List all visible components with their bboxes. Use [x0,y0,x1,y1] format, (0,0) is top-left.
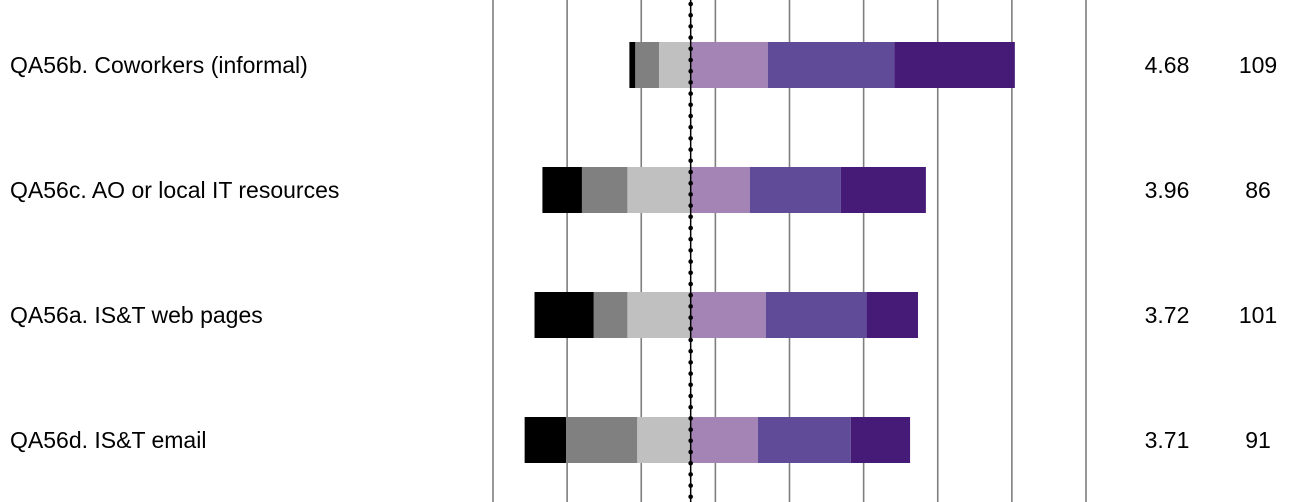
bar-segment [765,292,867,338]
zero-line-dot [688,68,693,74]
zero-line-dot [688,158,693,164]
zero-line-dot [688,483,693,488]
bars [524,42,1015,463]
bar-segment [627,167,691,213]
labels: QA56b. Coworkers (informal) 4.68 109 QA56c.… [10,52,1277,453]
bar-segment [690,292,766,338]
zero-line-dot [688,113,693,119]
mean-value: 3.72 [1145,302,1190,328]
zero-line-dot [688,292,693,298]
category-label: QA56b. Coworkers (informal) [10,52,308,78]
category-label: QA56c. AO or local IT resources [10,177,339,203]
zero-line-dot [688,147,693,152]
zero-line-dot [688,427,693,432]
zero-line-dot [688,494,693,500]
bar-segment [767,42,895,88]
zero-line-dot [688,449,693,455]
zero-line-dot [688,270,693,276]
zero-line-dot [688,1,693,7]
zero-line-dot [688,393,693,399]
bar-segment [690,417,758,463]
category-label: QA56a. IS&T web pages [10,302,263,328]
zero-line-dot [688,259,693,264]
zero-line-dot [688,24,693,29]
zero-line-dot [688,136,693,141]
bar-segment [635,42,660,88]
zero-line-dot [688,438,693,444]
zero-line-dot [688,214,693,220]
bar-segment [581,167,628,213]
zero-line-dot [688,102,693,108]
response-count: 86 [1245,177,1271,203]
zero-line-dot [688,281,693,287]
zero-line-dot [688,360,693,365]
zero-line-dot [688,404,693,410]
bar-segment [757,417,851,463]
zero-line-dot [688,326,693,332]
bar-segment [749,167,841,213]
bar-segment [690,167,750,213]
bar-segment [850,417,911,463]
mean-value: 3.71 [1145,427,1190,453]
zero-line-dot [688,124,693,130]
category-label: QA56d. IS&T email [10,427,206,453]
bar-segment [534,292,594,338]
bar-segment [627,292,691,338]
bar-segment [542,167,582,213]
bar-segment [637,417,691,463]
bar-segment [690,42,768,88]
bar-segment [866,292,918,338]
zero-line-dot [688,91,693,96]
response-count: 109 [1239,52,1277,78]
zero-line-dot [688,371,693,376]
zero-line-dot [688,315,693,320]
zero-line-dot [688,382,693,388]
bar-segment [894,42,1015,88]
bar-segment [629,42,636,88]
mean-value: 3.96 [1145,177,1190,203]
zero-line-dot [688,236,693,242]
zero-line-dot [688,472,693,477]
zero-line-dot [688,57,693,63]
bar-segment [840,167,926,213]
bar-segment [659,42,691,88]
zero-line-dot [688,337,693,343]
zero-line-dot [688,203,693,208]
zero-line-dot [688,192,693,197]
bar-segment [593,292,628,338]
zero-line-dot [688,35,693,40]
response-count: 91 [1245,427,1271,453]
zero-line-dot [688,248,693,253]
zero-line-dot [688,348,693,354]
zero-line-dot [688,12,693,18]
zero-line-dot [688,304,693,309]
bar-segment [524,417,567,463]
midline [688,0,693,502]
zero-line-dot [688,416,693,421]
zero-line-dot [688,460,693,466]
zero-line-dot [688,169,693,175]
mean-value: 4.68 [1145,52,1190,78]
zero-line-dot [688,225,693,231]
response-count: 101 [1239,302,1277,328]
bar-segment [566,417,638,463]
zero-line-dot [688,46,693,52]
zero-line-dot [688,80,693,85]
zero-line-dot [688,180,693,186]
